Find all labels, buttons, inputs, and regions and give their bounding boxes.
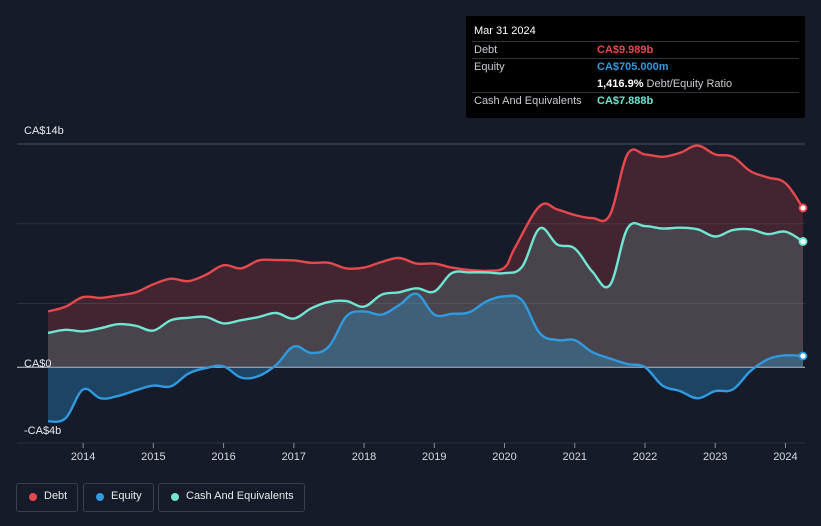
legend-item-cash[interactable]: Cash And Equivalents bbox=[158, 483, 305, 512]
tooltip-value-cash: CA$7.888b bbox=[597, 95, 654, 107]
tooltip-date: Mar 31 2024 bbox=[474, 25, 536, 37]
tooltip-row-debt: Debt CA$9.989b bbox=[466, 41, 805, 58]
x-tick-label: 2024 bbox=[773, 451, 797, 463]
x-tick-label: 2023 bbox=[703, 451, 727, 463]
end-marker-cash-and-equivalents bbox=[798, 237, 808, 246]
area-cash-and-equivalents bbox=[48, 223, 803, 368]
legend-dot-equity bbox=[96, 493, 104, 501]
x-tick-label: 2022 bbox=[633, 451, 657, 463]
x-tick-label: 2016 bbox=[211, 451, 235, 463]
tooltip-value-debt: CA$9.989b bbox=[597, 44, 654, 56]
series-lines bbox=[47, 144, 804, 423]
end-marker-debt bbox=[798, 203, 808, 213]
y-axis-label-top: CA$14b bbox=[24, 125, 64, 137]
tooltip-value-ratio: 1,416.9% bbox=[597, 78, 644, 90]
tooltip-value-equity: CA$705.000m bbox=[597, 61, 669, 73]
tooltip-ratio-label: Debt/Equity Ratio bbox=[646, 78, 733, 90]
tooltip-ratio: 1,416.9% Debt/Equity Ratio bbox=[597, 78, 732, 90]
tooltip-row-equity: Equity CA$705.000m bbox=[466, 58, 805, 75]
area-debt bbox=[48, 145, 803, 368]
x-tick-label: 2014 bbox=[71, 451, 95, 463]
x-tick-label: 2019 bbox=[422, 451, 446, 463]
end-marker-equity bbox=[798, 351, 808, 361]
legend-label-cash: Cash And Equivalents bbox=[186, 490, 294, 502]
tooltip-label-debt: Debt bbox=[474, 44, 498, 56]
x-tick-label: 2017 bbox=[282, 451, 306, 463]
area-equity bbox=[48, 293, 803, 422]
x-tick-label: 2015 bbox=[141, 451, 165, 463]
x-tick-label: 2018 bbox=[352, 451, 376, 463]
tooltip-label-equity: Equity bbox=[474, 61, 505, 73]
x-tick-label: 2020 bbox=[492, 451, 516, 463]
line-cash-and-equivalents bbox=[47, 221, 804, 335]
x-axis-ticks: 2014 2015 2016 2017 2018 2019 2020 2021 2022 2023… bbox=[71, 443, 798, 463]
tooltip: Mar 31 2024 Debt CA$9.989b Equity CA$705… bbox=[466, 16, 805, 118]
legend-label-debt: Debt bbox=[44, 490, 68, 502]
y-axis-label-zero: CA$0 bbox=[24, 358, 52, 370]
end-markers bbox=[798, 203, 808, 361]
legend-item-equity[interactable]: Equity bbox=[83, 483, 154, 512]
line-equity bbox=[47, 292, 804, 423]
tooltip-row-ratio: 1,416.9% Debt/Equity Ratio bbox=[466, 75, 805, 92]
y-axis-label-bottom: -CA$4b bbox=[24, 425, 62, 437]
tooltip-row-cash: Cash And Equivalents CA$7.888b bbox=[466, 92, 805, 109]
legend-label-equity: Equity bbox=[111, 490, 142, 502]
x-tick-label: 2021 bbox=[563, 451, 587, 463]
legend-dot-debt bbox=[29, 493, 37, 501]
tooltip-label-cash: Cash And Equivalents bbox=[474, 95, 582, 107]
legend-dot-cash bbox=[171, 493, 179, 501]
gridlines bbox=[17, 143, 805, 444]
area-fills bbox=[48, 145, 803, 422]
legend-item-debt[interactable]: Debt bbox=[16, 483, 78, 512]
line-debt bbox=[47, 144, 804, 313]
